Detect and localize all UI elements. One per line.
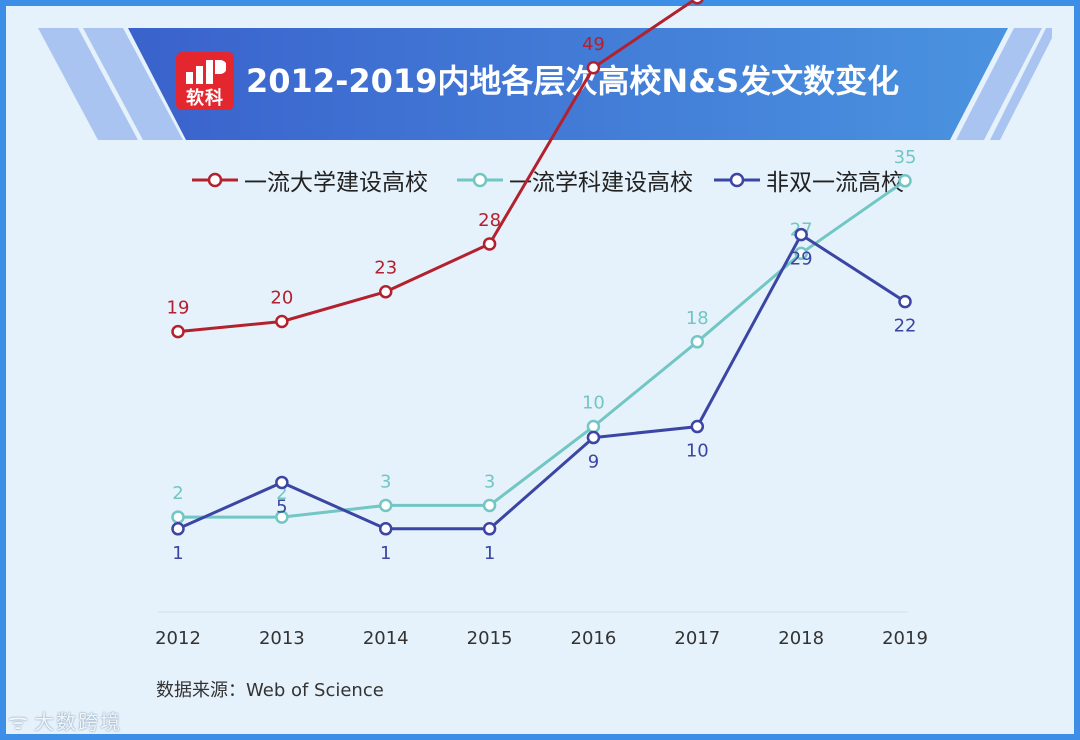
data-point <box>898 174 912 188</box>
data-point <box>482 498 497 513</box>
data-label: 23 <box>374 258 397 279</box>
data-label: 1 <box>484 543 495 564</box>
data-label: 9 <box>588 452 599 473</box>
x-tick-label: 2014 <box>363 628 409 649</box>
data-label: 49 <box>582 34 605 55</box>
logo: 软科 <box>176 52 234 110</box>
legend-marker-icon <box>714 172 760 188</box>
watermark-text: 大数跨境 <box>34 710 123 734</box>
data-point <box>586 419 601 434</box>
data-point <box>690 0 704 5</box>
logo-bars-icon <box>186 60 226 84</box>
legend-label: 一流学科建设高校 <box>509 170 693 196</box>
chart-title: 2012-2019内地各层次高校N&S发文数变化 <box>246 62 900 100</box>
series-line <box>177 0 697 334</box>
watermark-logo-icon: ᯤ <box>8 710 31 735</box>
legend-item-series-1: 一流大学建设高校 <box>190 160 428 200</box>
data-label: 29 <box>790 249 813 270</box>
data-point <box>378 498 393 513</box>
data-point <box>794 227 808 242</box>
legend-dot <box>207 172 223 188</box>
data-label: 2 <box>276 483 287 504</box>
data-label: 3 <box>380 471 391 492</box>
legend-dot <box>729 172 745 188</box>
data-point <box>482 237 497 251</box>
data-point <box>275 510 289 524</box>
legend-label: 一流大学建设高校 <box>244 170 428 196</box>
data-label: 19 <box>167 298 190 319</box>
data-point <box>171 324 185 339</box>
legend-marker-icon <box>457 172 503 188</box>
data-label: 3 <box>484 471 495 492</box>
data-label: 10 <box>582 393 605 414</box>
x-tick-label: 2017 <box>674 628 720 649</box>
logo-text: 软科 <box>186 88 224 109</box>
x-tick-label: 2018 <box>778 628 824 649</box>
data-label: 1 <box>172 543 183 564</box>
data-point <box>171 510 185 524</box>
source-note: 数据来源：Web of Science <box>156 680 384 701</box>
legend-item-series-3: 非双一流高校 <box>712 160 904 200</box>
title-banner <box>38 28 1052 140</box>
x-tick-label: 2016 <box>571 628 617 649</box>
x-tick-label: 2019 <box>882 628 928 649</box>
data-point <box>586 61 601 75</box>
legend-marker-icon <box>192 172 238 188</box>
x-tick-label: 2013 <box>259 628 305 649</box>
data-point <box>171 522 185 536</box>
data-label: 5 <box>276 496 287 517</box>
data-point <box>275 314 289 329</box>
data-label: 28 <box>478 210 501 231</box>
data-point <box>586 430 601 445</box>
legend-label: 非双一流高校 <box>766 170 904 196</box>
data-label: 20 <box>270 288 293 309</box>
data-point <box>378 284 393 299</box>
data-point <box>690 335 705 349</box>
legend-dot <box>472 172 488 188</box>
data-point <box>275 475 289 490</box>
data-label: 22 <box>894 316 917 337</box>
data-point <box>482 522 497 536</box>
legend: 一流大学建设高校 一流学科建设高校 非双一流高校 <box>190 160 950 200</box>
data-point <box>378 522 393 536</box>
x-tick-label: 2012 <box>155 628 201 649</box>
x-tick-label: 2015 <box>467 628 513 649</box>
data-label: 18 <box>686 308 709 329</box>
data-point <box>690 419 705 434</box>
data-label: 2 <box>172 483 183 504</box>
watermark: ᯤ 大数跨境 <box>8 706 122 736</box>
data-label: 10 <box>686 441 709 462</box>
data-point <box>794 246 808 261</box>
data-point <box>898 294 912 309</box>
data-label: 1 <box>380 543 391 564</box>
series-line <box>177 233 906 531</box>
data-label: 35 <box>894 147 917 168</box>
legend-item-series-2: 一流学科建设高校 <box>455 160 693 200</box>
